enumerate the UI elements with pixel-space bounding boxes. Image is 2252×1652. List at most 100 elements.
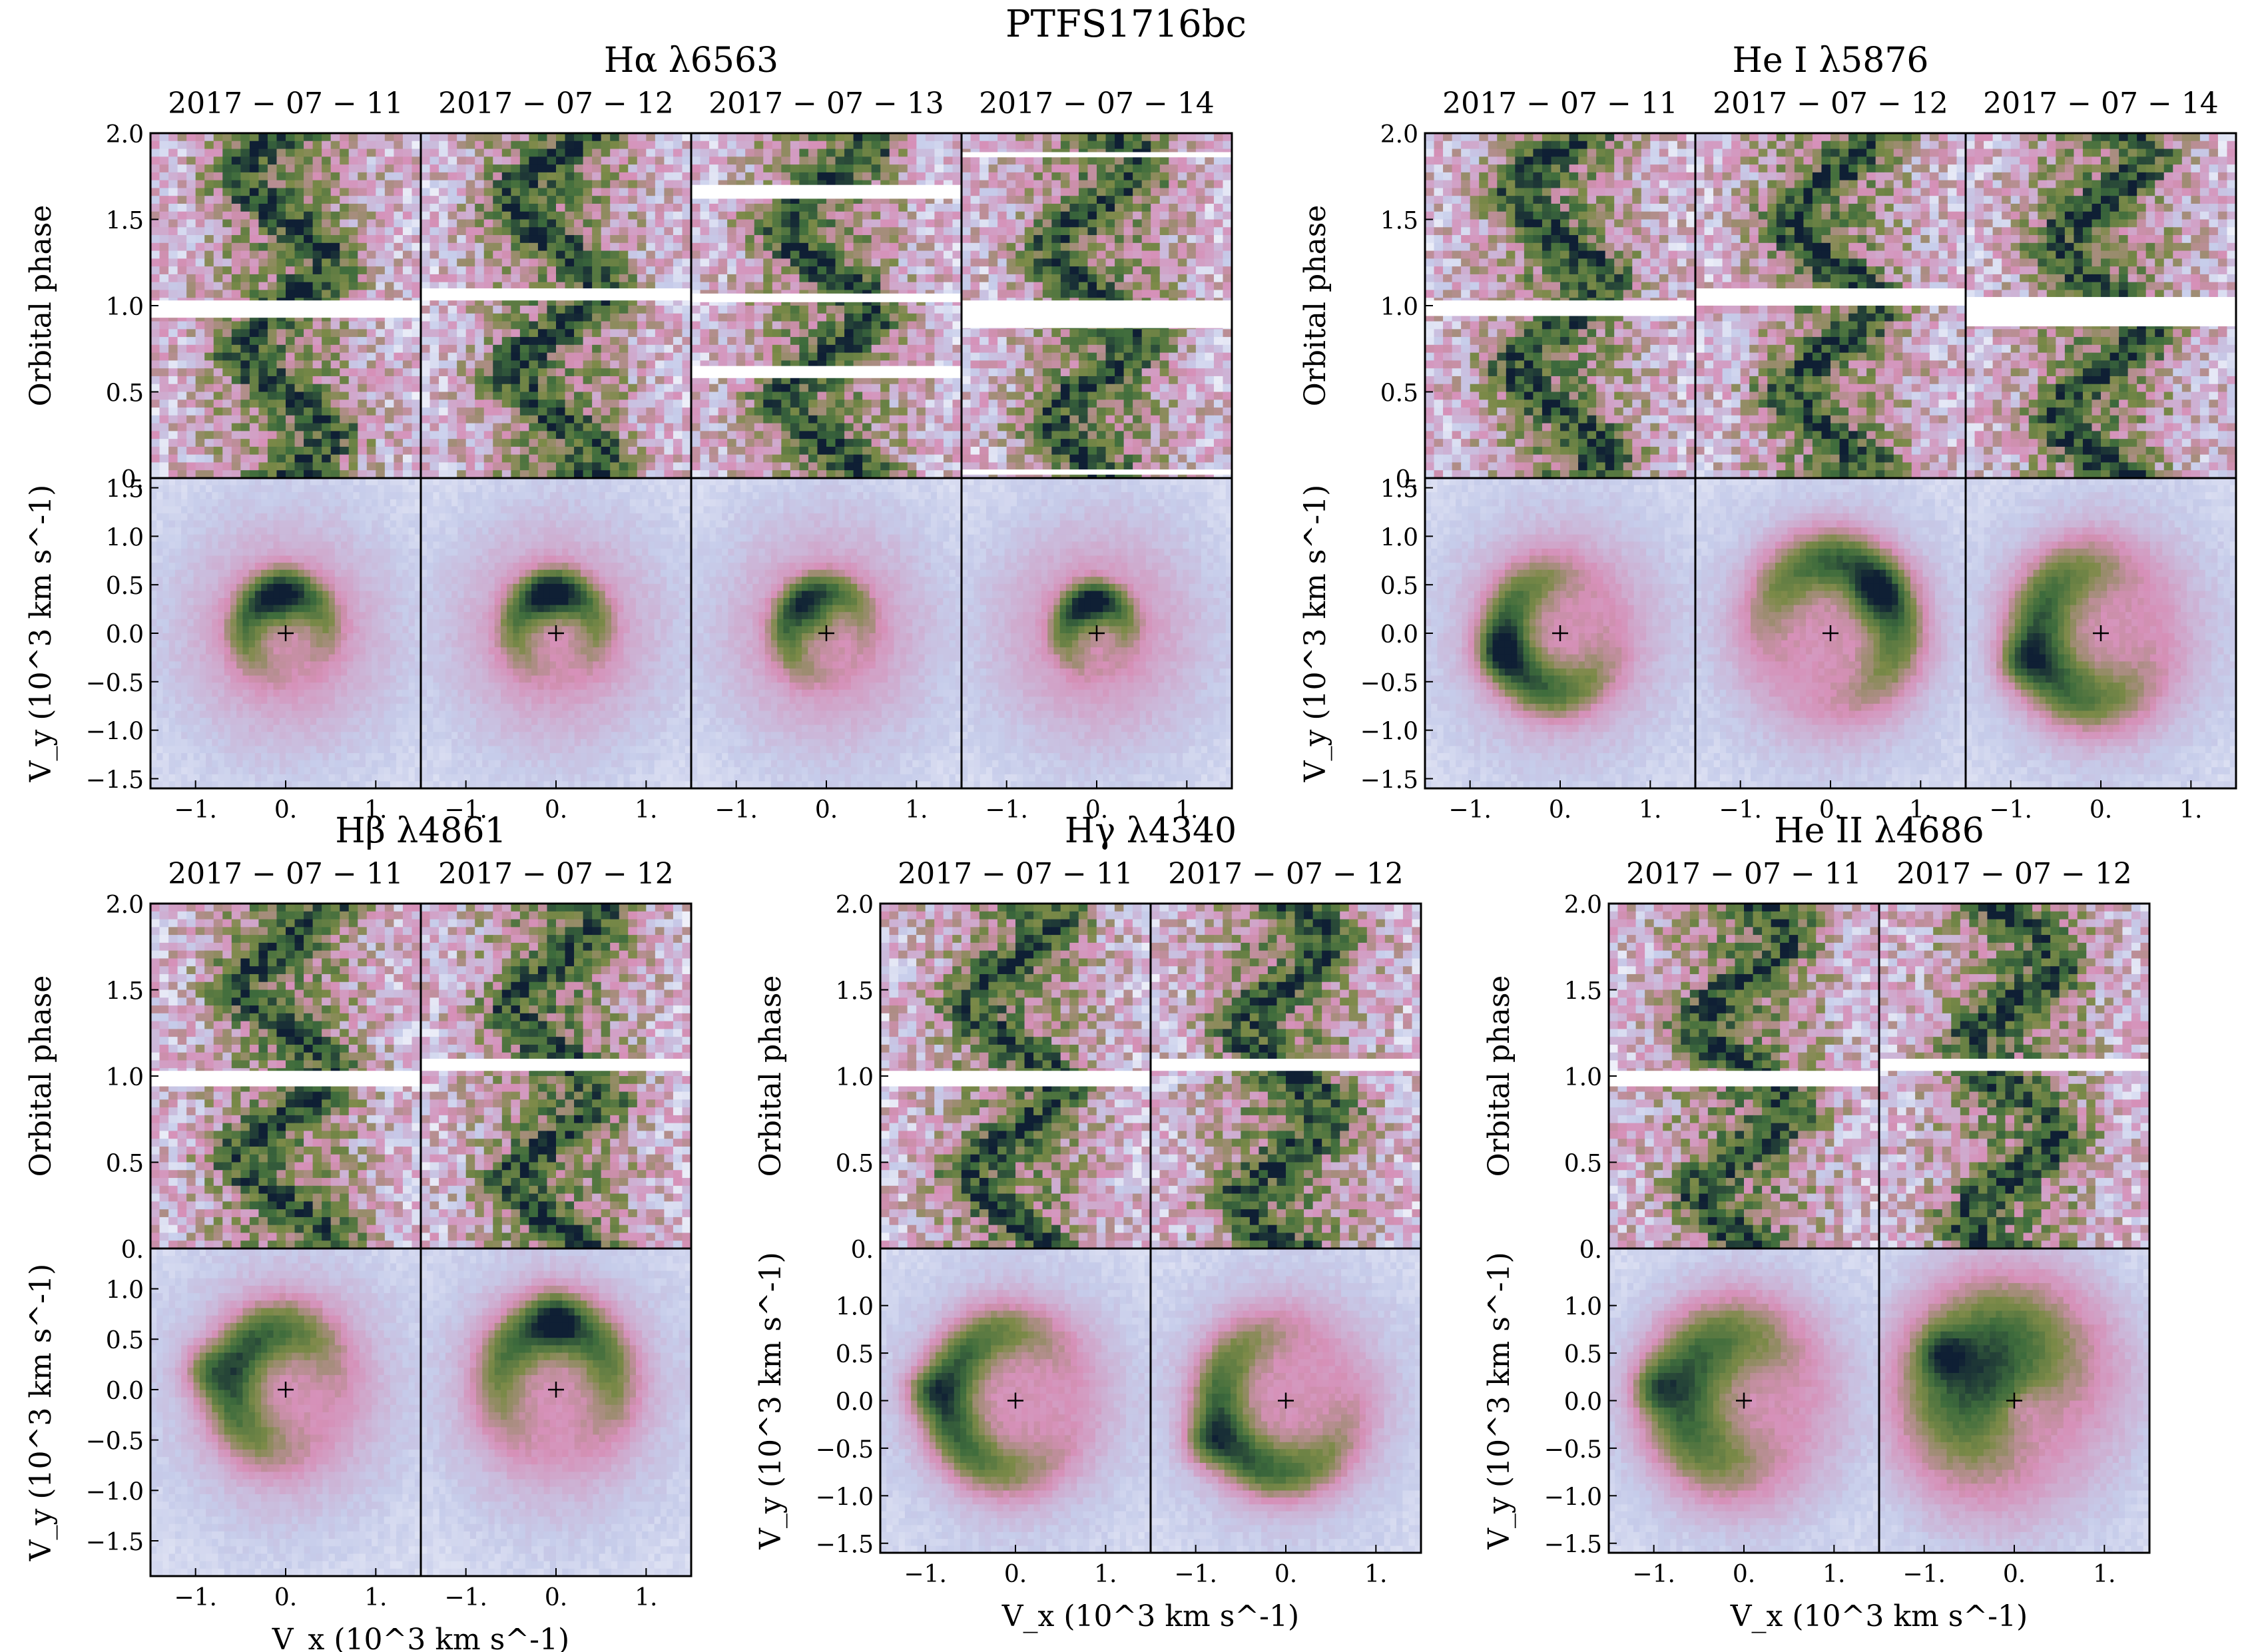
trail-pixel [349,329,358,337]
trail-pixel [394,290,403,298]
trail-pixel [250,329,259,337]
trail-pixel [222,329,232,337]
trail-pixel [295,133,304,141]
trail-pixel [250,149,259,157]
trail-pixel [358,220,367,228]
trail-pixel [268,141,277,149]
trail-pixel [322,196,331,204]
trail-pixel [403,180,412,188]
trail-pixel [385,220,394,228]
trail-pixel [403,188,412,196]
trail-pixel [168,220,178,228]
trail-pixel [394,172,403,180]
trail-pixel [232,172,241,180]
trail-pixel [322,258,331,266]
trail-pixel [412,258,421,266]
trail-pixel [385,243,394,251]
trail-pixel [232,290,241,298]
trail-pixel [304,172,313,180]
trail-pixel [322,149,331,157]
trail-pixel [322,204,331,212]
trail-pixel [295,156,304,164]
trail-pixel [222,164,232,172]
trail-pixel [403,156,412,164]
trail-pixel [186,243,196,251]
trail-pixel [240,180,250,188]
trail-pixel [268,322,277,330]
trail-pixel [349,220,358,228]
trail-pixel [168,141,178,149]
trail-pixel [403,227,412,235]
trail-pixel [258,212,268,220]
trail-pixel [322,188,331,196]
trail-pixel [222,141,232,149]
trail-pixel [340,235,349,243]
trail-pixel [258,322,268,330]
trail-pixel [232,196,241,204]
trail-pixel [403,258,412,266]
trail-pixel [376,156,385,164]
trail-pixel [304,274,313,282]
trail-pixel [403,235,412,243]
trail-pixel [313,180,322,188]
trail-pixel [367,243,376,251]
trail-pixel [250,141,259,149]
trail-pixel [403,133,412,141]
trail-pixel [376,329,385,337]
trail-pixel [258,196,268,204]
trail-pixel [385,196,394,204]
trail-pixel [268,220,277,228]
trail-pixel [240,188,250,196]
trail-pixel [304,251,313,259]
trail-pixel [286,251,295,259]
trail-pixel [214,220,223,228]
trail-pixel [322,322,331,330]
trail-pixel [349,164,358,172]
trail-pixel [313,133,322,141]
trail-pixel [204,258,214,266]
trail-pixel [412,290,421,298]
trail-pixel [367,133,376,141]
trail-pixel [160,243,169,251]
panel-groups: Hα λ65632017 − 07 − 11−1. 0. 1.2017 − 07 −… [24,41,2237,1652]
trail-pixel [186,141,196,149]
trail-pixel [186,196,196,204]
trail-pixel [412,212,421,220]
trail-pixel [168,156,178,164]
trail-pixel [150,266,160,274]
trail-pixel [367,180,376,188]
trail-pixel [358,196,367,204]
trail-pixel [232,243,241,251]
trail-pixel [394,243,403,251]
trail-pixel [268,227,277,235]
trail-pixel [358,156,367,164]
trail-pixel [168,212,178,220]
trail-pixel [268,282,277,290]
trail-pixel [232,258,241,266]
trail-pixel [232,322,241,330]
trail-pixel [367,227,376,235]
trail-pixel [385,141,394,149]
trail-pixel [240,258,250,266]
trail-pixel [268,251,277,259]
trail-pixel [258,188,268,196]
trail-pixel [222,133,232,141]
trail-pixel [340,188,349,196]
trail-pixel [258,337,268,345]
trail-pixel [358,141,367,149]
trail-pixel [196,243,205,251]
trail-pixel [240,220,250,228]
trail-pixel [168,274,178,282]
trail-pixel [367,220,376,228]
trail-pixel [196,180,205,188]
trail-pixel [358,164,367,172]
trail-pixel [276,196,286,204]
trail-pixel [204,188,214,196]
trail-pixel [160,212,169,220]
trail-pixel [240,243,250,251]
trail-pixel [240,227,250,235]
trail-pixel [250,212,259,220]
trail-pixel [160,235,169,243]
trail-pixel [331,266,340,274]
trail-pixel [385,227,394,235]
